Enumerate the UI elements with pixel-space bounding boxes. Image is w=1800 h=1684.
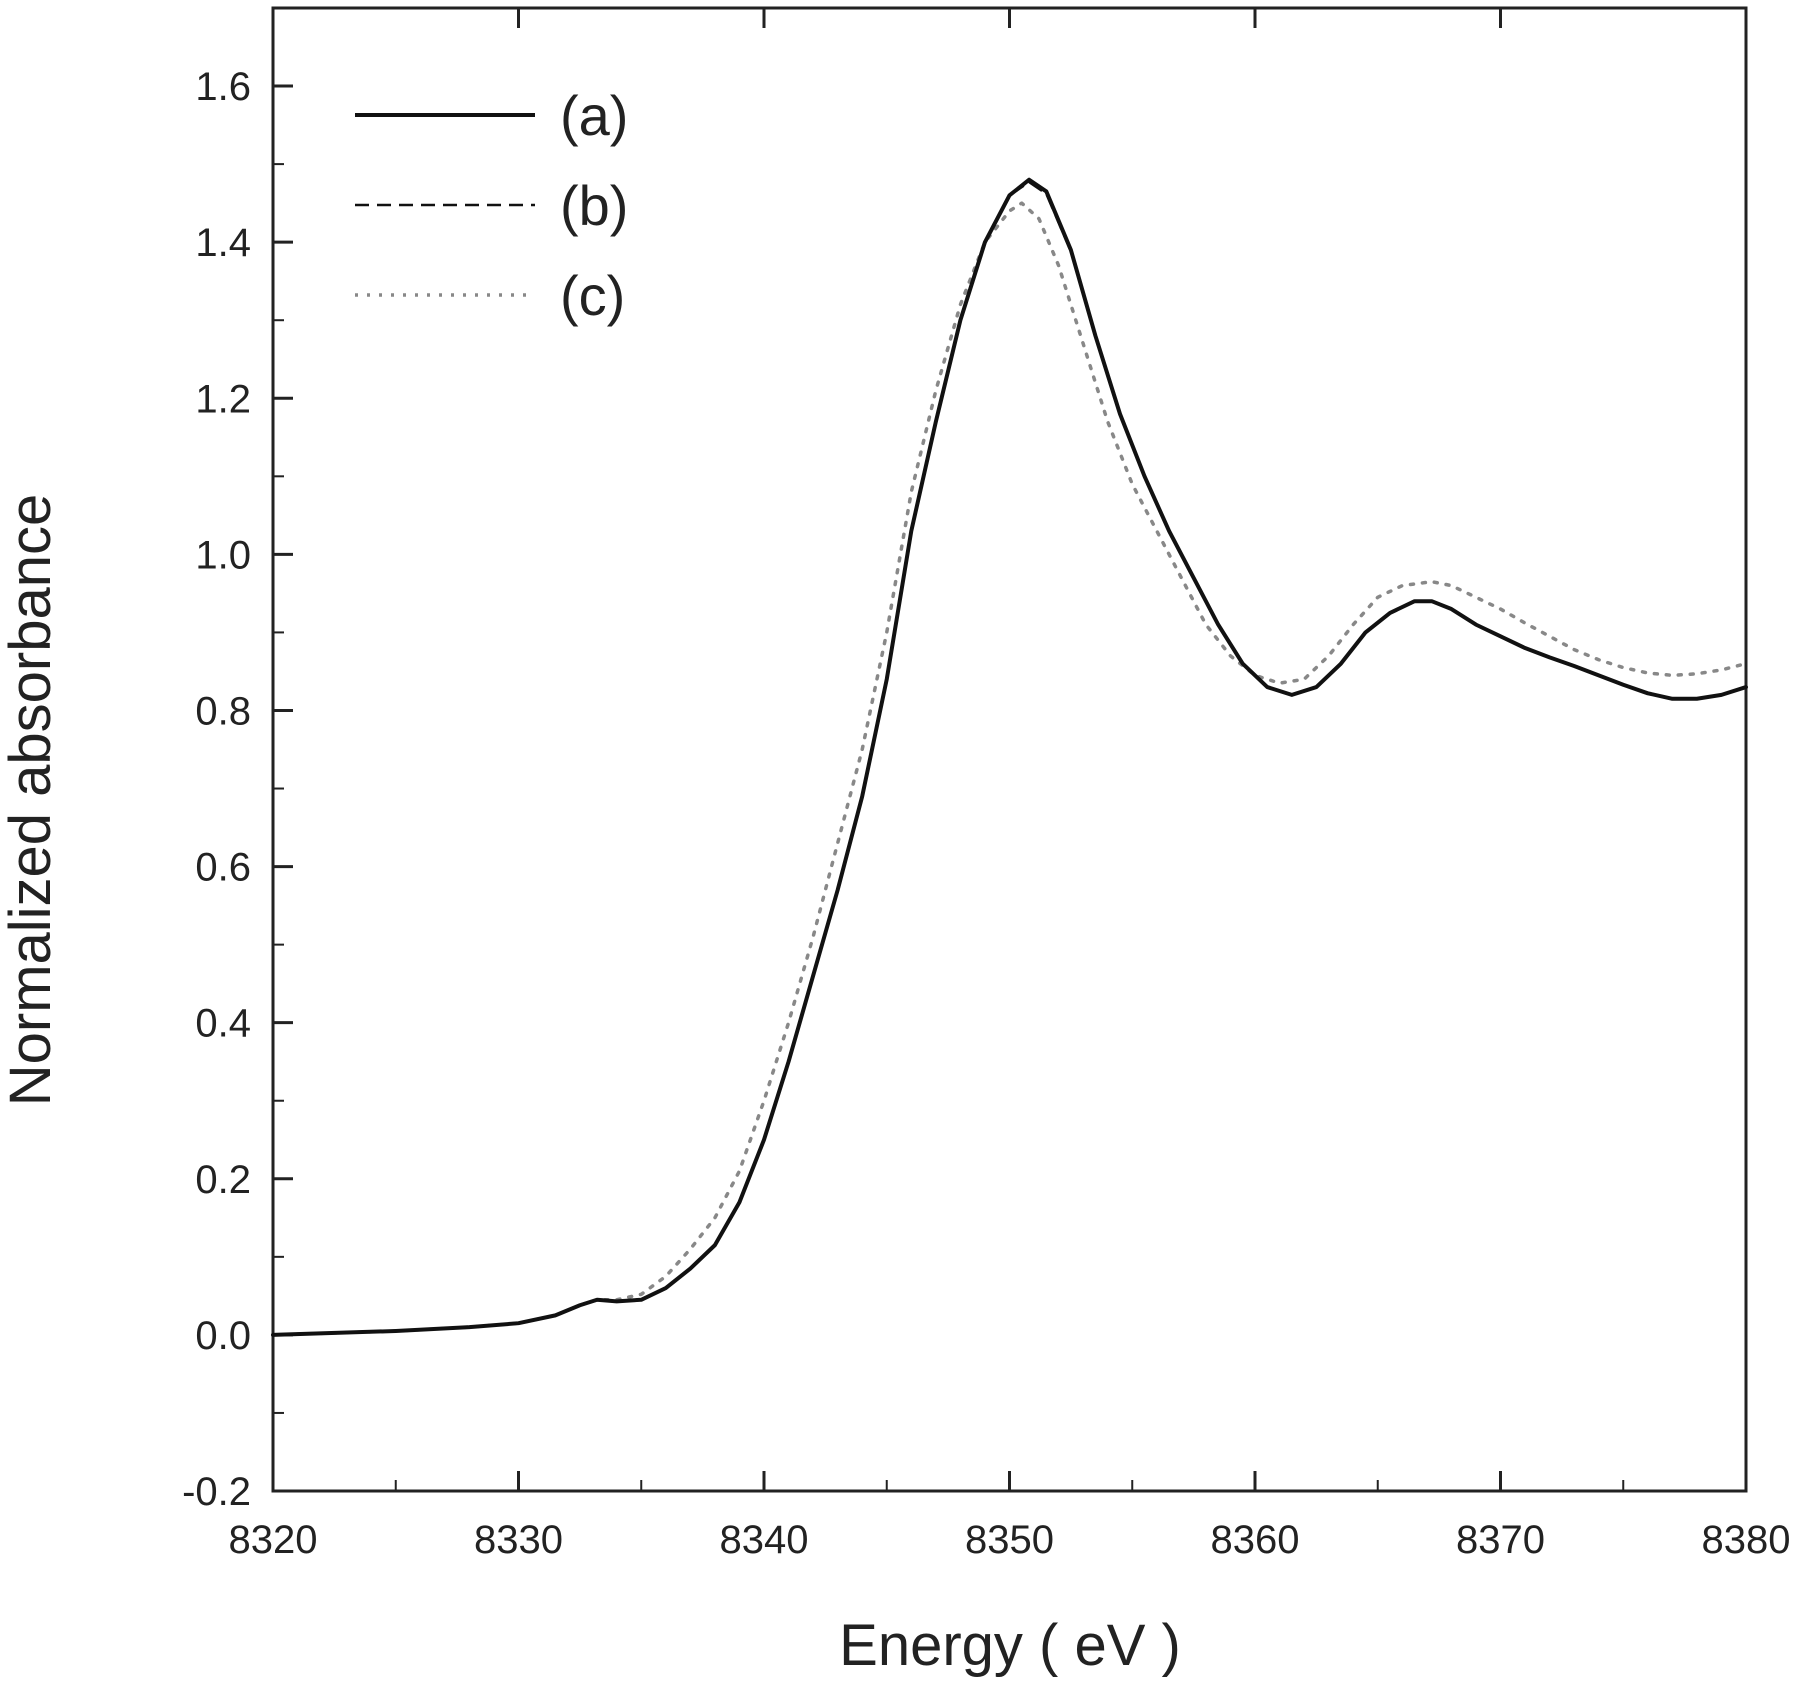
series-line-solid — [271, 177, 1748, 1337]
axis-ticks — [271, 8, 1748, 1493]
x-tick-label: 8350 — [965, 1518, 1054, 1562]
x-tick-label: 8320 — [229, 1518, 318, 1562]
x-tick-label: 8360 — [1211, 1518, 1300, 1562]
y-tick-label: 0.0 — [195, 1314, 251, 1358]
x-tick-label: 8330 — [474, 1518, 563, 1562]
y-tick-label: -0.2 — [182, 1470, 251, 1514]
tick-labels: 8320 8330 8340 8350 8360 8370 8380 -0.2 0.0 0.2 0.… — [182, 65, 1790, 1562]
series-line-dashed — [271, 180, 1748, 1337]
y-tick-label: 0.6 — [195, 846, 251, 890]
x-tick-label: 8380 — [1702, 1518, 1791, 1562]
plot-frame — [271, 6, 1748, 1493]
y-tick-label: 0.8 — [195, 689, 251, 733]
x-axis-title: Energy ( eV ) — [839, 1613, 1181, 1678]
y-tick-label: 0.2 — [195, 1158, 251, 1202]
data-series — [271, 177, 1748, 1337]
y-tick-label: 1.4 — [195, 221, 251, 265]
y-tick-label: 1.6 — [195, 65, 251, 109]
y-tick-label: 1.2 — [195, 377, 251, 421]
y-axis-title: Normalized absorbance — [0, 494, 63, 1107]
legend-label: (c) — [560, 264, 625, 327]
y-tick-label: 1.0 — [195, 533, 251, 577]
legend: (a) (b) (c) — [355, 84, 628, 327]
x-tick-label: 8340 — [720, 1518, 809, 1562]
series-line-dotted — [271, 201, 1748, 1337]
x-tick-label: 8370 — [1456, 1518, 1545, 1562]
legend-label: (b) — [560, 174, 628, 237]
legend-label: (a) — [560, 84, 628, 147]
y-tick-label: 0.4 — [195, 1002, 251, 1046]
